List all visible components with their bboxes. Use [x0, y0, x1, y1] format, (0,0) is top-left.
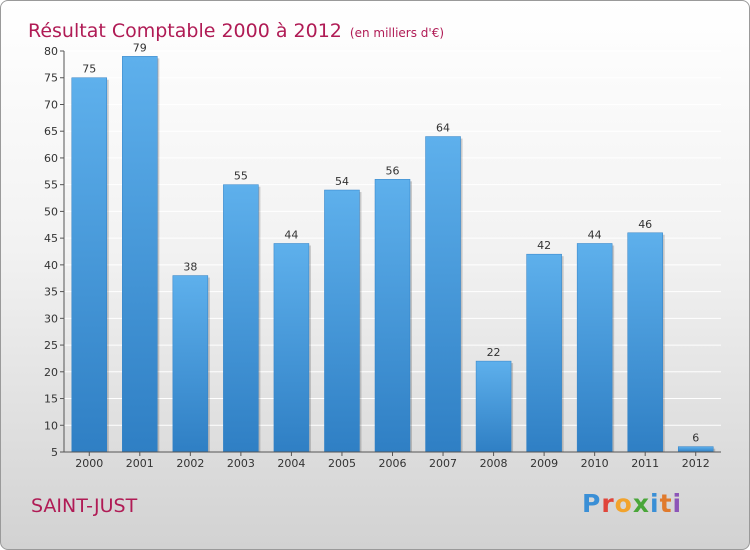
chart-title: Résultat Comptable 2000 à 2012 (en millie…	[28, 7, 444, 45]
y-tick-label: 5	[51, 446, 58, 459]
x-tick-label: 2008	[480, 457, 508, 470]
logo-letter: i	[672, 489, 683, 518]
y-tick-label: 40	[44, 259, 58, 272]
y-tick-label: 20	[44, 366, 58, 379]
bar	[526, 253, 562, 453]
y-tick-label: 45	[44, 232, 58, 245]
bar-value-label: 44	[284, 228, 298, 241]
bar-value-label: 75	[82, 63, 96, 76]
y-tick-label: 30	[44, 312, 58, 325]
bar-value-label: 6	[692, 432, 699, 445]
y-tick-label: 35	[44, 286, 58, 299]
y-tick-label: 80	[44, 45, 58, 58]
y-axis: 5 10 15 20 25 30 35 40 45 50 55 60 65 70 75 80	[44, 45, 65, 459]
bar-value-label: 42	[537, 239, 551, 252]
y-tick-label: 50	[44, 205, 58, 218]
logo-letter: t	[659, 489, 673, 518]
bar-value-label: 56	[386, 164, 400, 177]
x-tick-label: 2002	[176, 457, 204, 470]
bar-chart: 5 10 15 20 25 30 35 40 45 50 55 60 65 70 75 80 75 79 38 55…	[44, 41, 721, 470]
x-tick-label: 2004	[277, 457, 305, 470]
bar-value-label: 54	[335, 175, 349, 188]
logo-letter: i	[650, 489, 660, 518]
y-tick-label: 60	[44, 152, 58, 165]
bar	[475, 360, 512, 453]
bar	[172, 275, 209, 453]
bar	[374, 179, 411, 453]
x-tick-label: 2011	[631, 457, 659, 470]
x-tick-label: 2006	[379, 457, 407, 470]
bar	[425, 136, 461, 453]
y-tick-label: 75	[44, 72, 58, 85]
bars: 75 79 38 55 44 54 56 64 22 42 44 46 6	[71, 41, 716, 453]
logo-letter: P	[582, 489, 602, 518]
y-tick-label: 70	[44, 98, 58, 111]
y-tick-label: 65	[44, 125, 58, 138]
x-tick-label: 2005	[328, 457, 356, 470]
x-tick-label: 2003	[227, 457, 255, 470]
logo-letter: x	[632, 489, 650, 518]
y-tick-label: 25	[44, 339, 58, 352]
x-tick-label: 2009	[530, 457, 558, 470]
bar-value-label: 22	[487, 346, 501, 359]
x-axis: 2000 2001 2002 2003 2004 2005 2006 2007 2008 2009…	[64, 451, 721, 470]
bar	[223, 184, 259, 453]
x-tick-label: 2001	[126, 457, 154, 470]
bar-value-label: 38	[183, 261, 197, 274]
y-tick-label: 10	[44, 419, 58, 432]
logo-letter: o	[614, 489, 633, 518]
place-name: SAINT-JUST	[31, 495, 138, 517]
bar-value-label: 64	[436, 122, 450, 135]
proxiti-logo: Proxiti	[582, 489, 682, 518]
y-tick-label: 15	[44, 393, 58, 406]
bar	[71, 77, 108, 453]
bar-value-label: 55	[234, 170, 248, 183]
y-tick-label: 55	[44, 179, 58, 192]
x-tick-label: 2000	[75, 457, 103, 470]
bar	[324, 189, 360, 453]
bar	[273, 243, 310, 453]
x-tick-label: 2012	[682, 457, 710, 470]
title-unit: (en milliers d'€)	[349, 26, 445, 40]
bar	[576, 243, 613, 453]
x-tick-label: 2010	[581, 457, 609, 470]
bar	[122, 56, 158, 453]
logo-letter: r	[601, 489, 615, 518]
bar	[627, 232, 663, 453]
bar-value-label: 46	[638, 218, 652, 231]
x-tick-label: 2007	[429, 457, 457, 470]
bar	[677, 446, 714, 453]
bar-value-label: 79	[133, 41, 147, 54]
title-main: Résultat Comptable 2000 à 2012	[28, 20, 342, 42]
bar-value-label: 44	[588, 228, 602, 241]
